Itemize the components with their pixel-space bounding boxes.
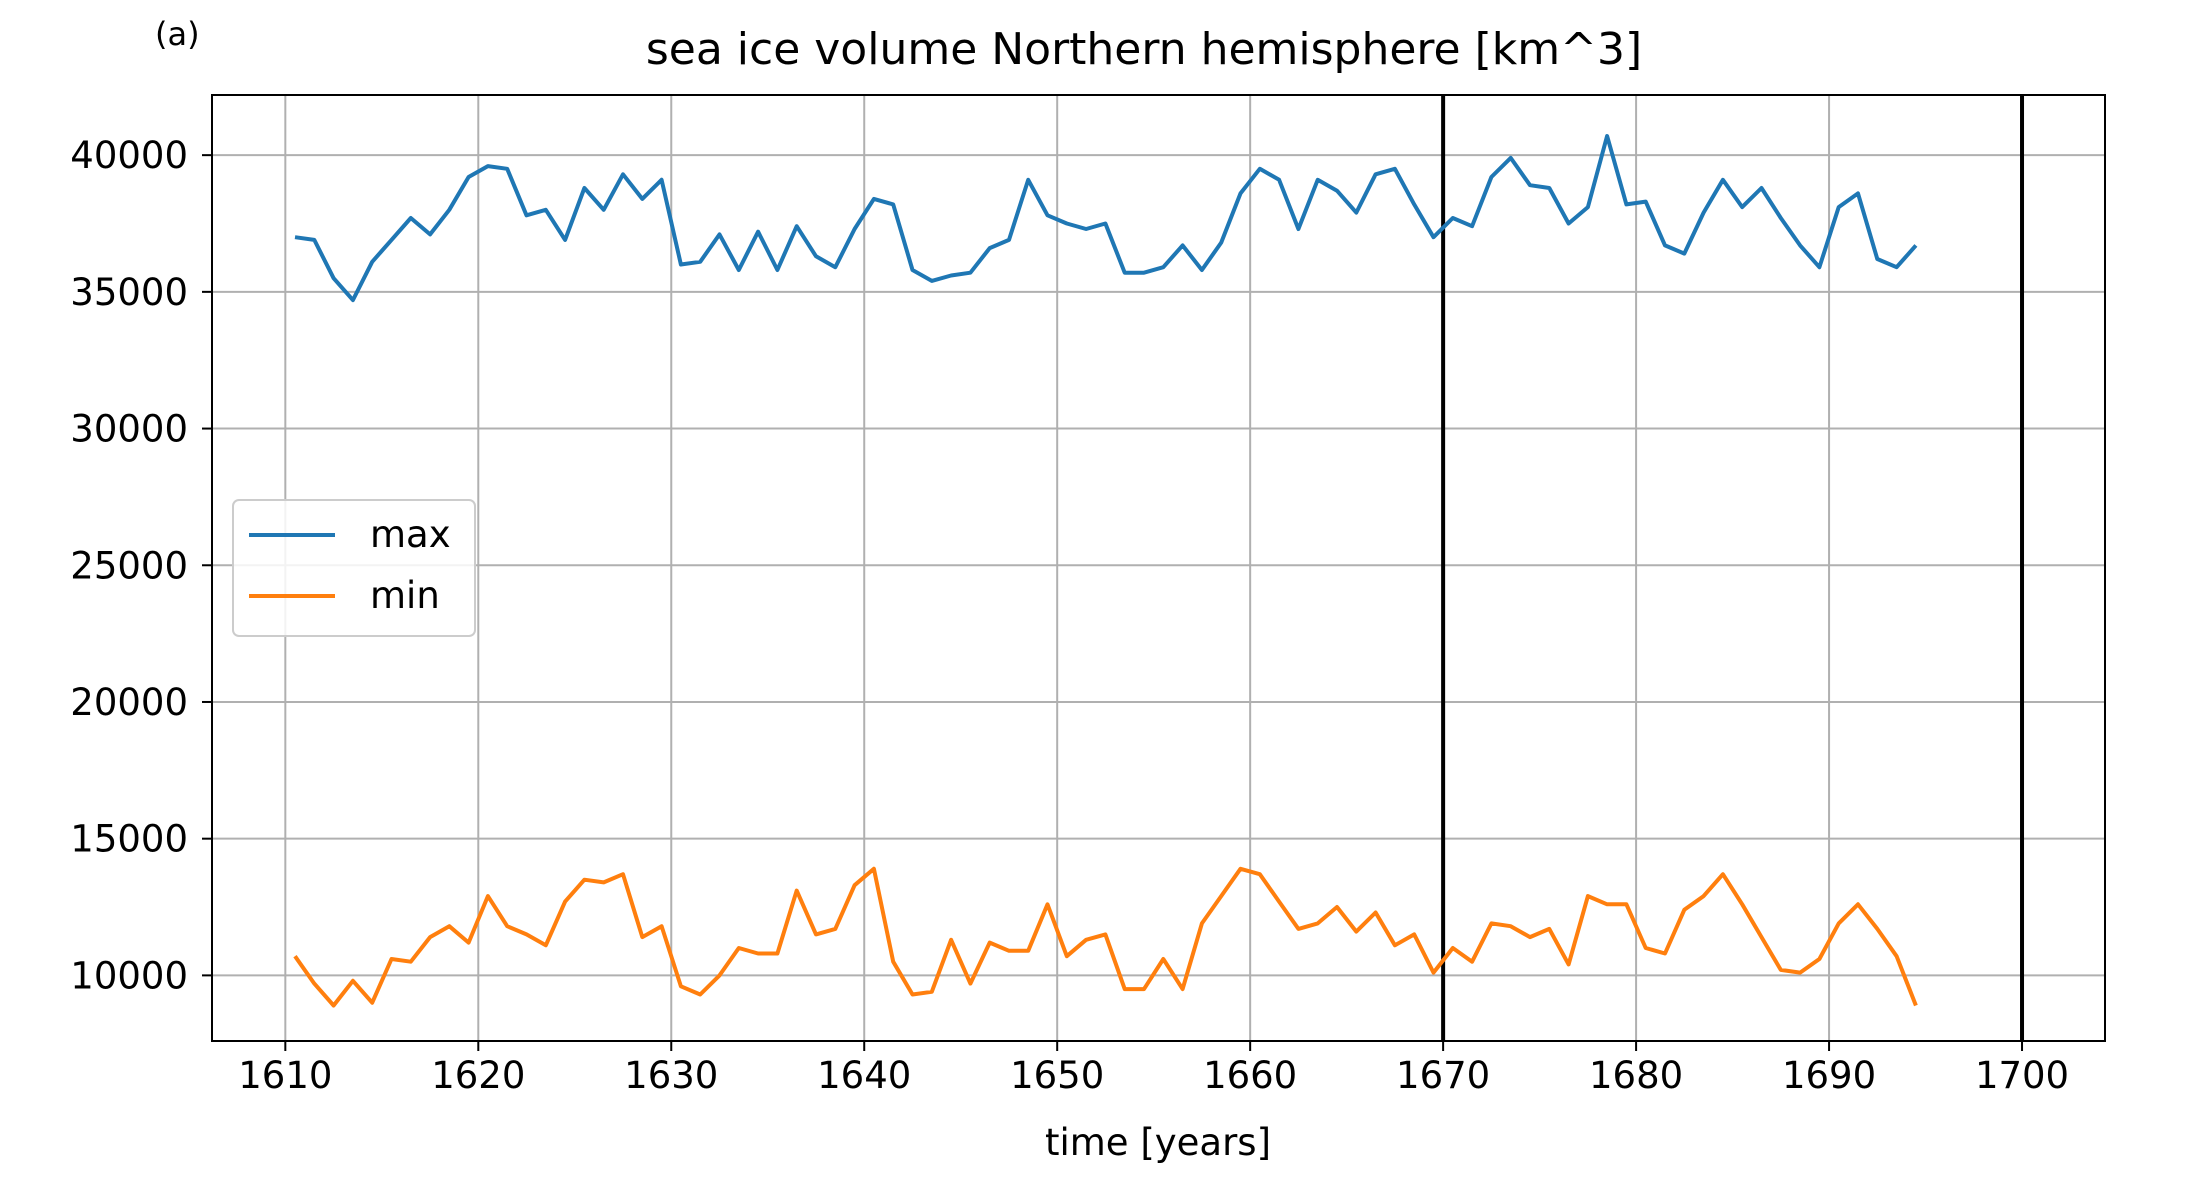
y-tick-label: 30000 (70, 408, 188, 451)
x-tick-label: 1640 (817, 1054, 911, 1097)
legend-label-min: min (370, 574, 440, 617)
chart-title: sea ice volume Northern hemisphere [km^3… (646, 24, 1642, 75)
x-tick-label: 1630 (624, 1054, 718, 1097)
x-axis: 1610 1620 1630 1640 1650 1660 1670 1680 1690 1700 (238, 1041, 2069, 1097)
series-line-max (294, 134, 1918, 303)
legend-label-max: max (370, 513, 451, 556)
x-tick-label: 1690 (1782, 1054, 1876, 1097)
y-tick-label: 40000 (70, 134, 188, 177)
x-axis-label: time [years] (1045, 1121, 1271, 1164)
legend: max min (232, 499, 476, 637)
y-tick-label: 15000 (70, 818, 188, 861)
plot-frame (211, 94, 2106, 1042)
x-tick-label: 1620 (431, 1054, 525, 1097)
y-tick-label: 10000 (70, 954, 188, 997)
series-lines (293, 134, 1918, 1008)
x-tick-label: 1680 (1589, 1054, 1683, 1097)
y-tick-label: 20000 (70, 681, 188, 724)
series-line-min (293, 866, 1918, 1008)
x-tick-label: 1610 (238, 1054, 332, 1097)
x-tick-label: 1670 (1396, 1054, 1490, 1097)
x-tick-label: 1650 (1010, 1054, 1104, 1097)
y-axis: 10000 15000 20000 25000 30000 35000 40000 (70, 134, 212, 997)
y-tick-label: 35000 (70, 271, 188, 314)
x-tick-label: 1700 (1975, 1054, 2069, 1097)
x-tick-label: 1660 (1203, 1054, 1297, 1097)
panel-label: (a) (155, 15, 200, 53)
y-tick-label: 25000 (70, 544, 188, 587)
vertical-lines (1441, 95, 2025, 1041)
